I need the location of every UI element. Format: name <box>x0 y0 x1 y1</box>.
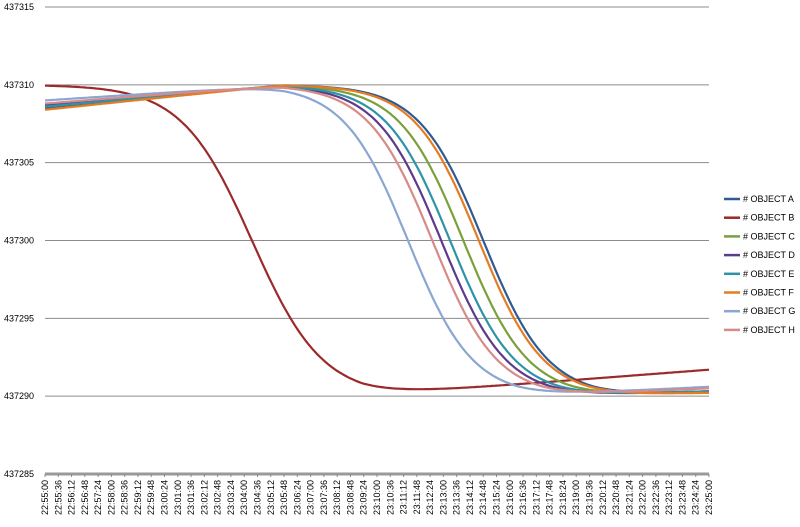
x-tick-label: 23:02:12 <box>199 480 209 515</box>
y-axis-ticks: 437285 437290 437295 437300 437305 437310 4373… <box>4 2 34 479</box>
x-tick-label: 23:01:36 <box>186 480 196 515</box>
x-tick-label: 23:08:12 <box>332 480 342 515</box>
x-tick-label: 23:19:00 <box>571 480 581 515</box>
x-tick-label: 23:17:48 <box>545 480 555 515</box>
x-tick-label: 23:05:48 <box>279 480 289 515</box>
legend-label: # OBJECT B <box>743 213 794 223</box>
legend-label: # OBJECT H <box>743 325 795 335</box>
x-tick-label: 23:21:24 <box>624 480 634 515</box>
series-line-8 <box>44 86 710 393</box>
legend-label: # OBJECT G <box>743 306 795 316</box>
legend-label: # OBJECT C <box>743 231 795 241</box>
x-tick-label: 23:20:12 <box>598 480 608 515</box>
x-tick-label: 23:18:24 <box>558 480 568 515</box>
legend-label: # OBJECT D <box>743 250 795 260</box>
x-tick-label: 23:13:00 <box>438 480 448 515</box>
x-tick-label: 23:15:24 <box>492 480 502 515</box>
x-tick-label: 22:55:36 <box>53 480 63 515</box>
series-lines <box>44 84 710 395</box>
y-tick-label: 437315 <box>4 2 34 12</box>
x-tick-label: 23:04:36 <box>252 480 262 515</box>
x-tick-label: 22:56:12 <box>67 480 77 515</box>
x-tick-label: 23:22:00 <box>638 480 648 515</box>
series-line-6 <box>44 84 710 395</box>
x-tick-label: 23:24:24 <box>691 480 701 515</box>
series-line-2 <box>45 84 710 391</box>
y-tick-label: 437310 <box>4 80 34 90</box>
x-tick-label: 23:00:24 <box>160 480 170 515</box>
x-tick-label: 23:13:36 <box>452 480 462 515</box>
x-tick-label: 23:04:00 <box>239 480 249 515</box>
x-tick-label: 23:23:12 <box>664 480 674 515</box>
y-tick-label: 437295 <box>4 313 34 323</box>
x-tick-label: 23:25:00 <box>704 480 714 515</box>
x-tick-label: 23:10:00 <box>372 480 382 515</box>
x-tick-label: 23:16:36 <box>518 480 528 515</box>
x-tick-label: 22:55:00 <box>40 480 50 515</box>
x-tick-label: 23:08:48 <box>345 480 355 515</box>
x-tick-label: 23:09:24 <box>359 480 369 515</box>
x-tick-label: 23:16:00 <box>505 480 515 515</box>
x-tick-label: 22:58:36 <box>120 480 130 515</box>
x-tick-label: 22:59:12 <box>133 480 143 515</box>
y-tick-label: 437290 <box>4 391 34 401</box>
x-axis-ticks: 22:55:00 22:55:36 22:56:12 22:56:48 22:57:24… <box>40 474 714 515</box>
x-tick-label: 23:07:00 <box>306 480 316 515</box>
x-tick-label: 23:20:48 <box>611 480 621 515</box>
x-tick-label: 23:10:36 <box>385 480 395 515</box>
legend: # OBJECT A # OBJECT B # OBJECT C # OBJECT D… <box>724 194 795 335</box>
x-tick-label: 22:59:48 <box>146 480 156 515</box>
y-tick-label: 437300 <box>4 236 34 246</box>
x-tick-label: 23:02:48 <box>213 480 223 515</box>
x-tick-label: 23:11:48 <box>412 480 422 514</box>
x-tick-label: 23:05:12 <box>266 480 276 515</box>
x-tick-label: 23:14:48 <box>478 480 488 515</box>
x-tick-label: 22:56:48 <box>80 480 90 515</box>
x-tick-label: 23:22:36 <box>651 480 661 515</box>
x-tick-label: 23:06:24 <box>292 480 302 515</box>
x-tick-label: 23:14:12 <box>465 480 475 515</box>
legend-label: # OBJECT F <box>743 288 794 298</box>
x-tick-label: 22:57:24 <box>93 480 103 515</box>
x-tick-label: 23:12:24 <box>425 480 435 515</box>
y-tick-label: 437285 <box>4 469 34 479</box>
x-tick-label: 22:58:00 <box>106 480 116 515</box>
x-tick-label: 23:23:48 <box>677 480 687 515</box>
legend-label: # OBJECT E <box>743 269 794 279</box>
x-tick-label: 23:03:24 <box>226 480 236 515</box>
x-tick-label: 23:17:12 <box>531 480 541 515</box>
legend-label: # OBJECT A <box>743 194 794 204</box>
x-tick-label: 23:01:00 <box>173 480 183 515</box>
y-tick-label: 437305 <box>4 158 34 168</box>
x-tick-label: 23:07:36 <box>319 480 329 515</box>
x-tick-label: 23:11:12 <box>399 480 409 514</box>
x-tick-label: 23:19:36 <box>584 480 594 515</box>
